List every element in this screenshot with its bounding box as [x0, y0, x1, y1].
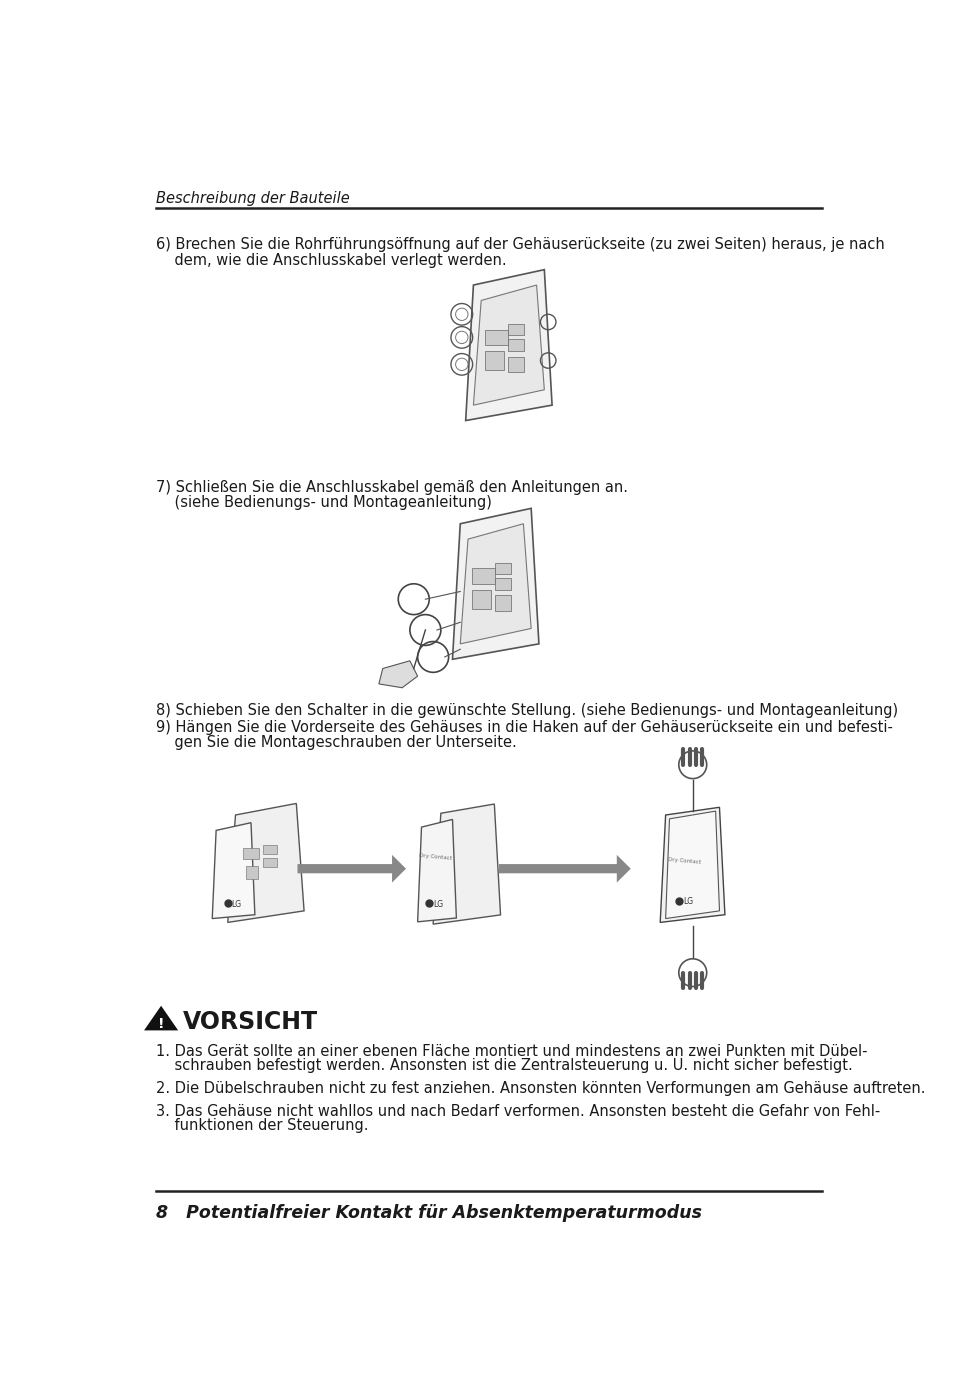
Bar	[508, 357, 523, 372]
Bar	[472, 568, 495, 584]
Bar	[484, 351, 504, 370]
Polygon shape	[417, 819, 456, 921]
Text: Beschreibung der Bauteile: Beschreibung der Bauteile	[155, 190, 349, 206]
Bar	[495, 578, 510, 589]
Bar	[484, 330, 508, 346]
Bar	[262, 844, 276, 854]
Text: 1. Das Gerät sollte an einer ebenen Fläche montiert und mindestens an zwei Punkt: 1. Das Gerät sollte an einer ebenen Fläc…	[155, 1044, 866, 1060]
Polygon shape	[433, 804, 500, 924]
Bar	[472, 589, 491, 609]
Polygon shape	[228, 804, 304, 923]
Text: schrauben befestigt werden. Ansonsten ist die Zentralsteuerung u. U. nicht siche: schrauben befestigt werden. Ansonsten is…	[155, 1058, 852, 1074]
Text: Dry Contact: Dry Contact	[418, 853, 452, 861]
Text: VORSICHT: VORSICHT	[183, 1009, 317, 1033]
Bar	[495, 563, 510, 574]
Polygon shape	[212, 823, 254, 918]
Text: 7) Schließen Sie die Anschlusskabel gemäß den Anleitungen an.: 7) Schließen Sie die Anschlusskabel gemä…	[155, 480, 627, 494]
Polygon shape	[473, 286, 544, 405]
Polygon shape	[665, 811, 719, 918]
Text: dem, wie die Anschlusskabel verlegt werden.: dem, wie die Anschlusskabel verlegt werd…	[155, 252, 506, 267]
Bar	[243, 847, 258, 860]
Bar	[508, 339, 523, 351]
Polygon shape	[659, 808, 724, 923]
Bar	[508, 323, 523, 336]
Text: 8   Potentialfreier Kontakt für Absenktemperaturmodus: 8 Potentialfreier Kontakt für Absenktemp…	[155, 1204, 701, 1222]
Polygon shape	[452, 508, 538, 659]
Bar	[262, 858, 276, 867]
Text: LG: LG	[433, 900, 443, 909]
Text: LG: LG	[232, 900, 241, 909]
Text: 8) Schieben Sie den Schalter in die gewünschte Stellung. (siehe Bedienungs- und : 8) Schieben Sie den Schalter in die gewü…	[155, 703, 897, 718]
Text: gen Sie die Montageschrauben der Unterseite.: gen Sie die Montageschrauben der Unterse…	[155, 735, 516, 750]
Text: 6) Brechen Sie die Rohrführungsöffnung auf der Gehäuserückseite (zu zwei Seiten): 6) Brechen Sie die Rohrführungsöffnung a…	[155, 237, 883, 252]
Polygon shape	[498, 855, 630, 882]
Bar	[495, 595, 510, 610]
Text: funktionen der Steuerung.: funktionen der Steuerung.	[155, 1119, 368, 1133]
Polygon shape	[465, 270, 552, 420]
Polygon shape	[297, 855, 406, 882]
Text: !: !	[157, 1018, 164, 1032]
Text: 2. Die Dübelschrauben nicht zu fest anziehen. Ansonsten könnten Verformungen am : 2. Die Dübelschrauben nicht zu fest anzi…	[155, 1081, 924, 1096]
Text: LG: LG	[682, 897, 693, 906]
Polygon shape	[459, 524, 531, 644]
Polygon shape	[378, 661, 417, 687]
Text: 9) Hängen Sie die Vorderseite des Gehäuses in die Haken auf der Gehäuserückseite: 9) Hängen Sie die Vorderseite des Gehäus…	[155, 720, 892, 735]
Text: 3. Das Gehäuse nicht wahllos und nach Bedarf verformen. Ansonsten besteht die Ge: 3. Das Gehäuse nicht wahllos und nach Be…	[155, 1105, 879, 1120]
Text: (siehe Bedienungs- und Montageanleitung): (siehe Bedienungs- und Montageanleitung)	[155, 496, 491, 510]
Bar	[245, 867, 257, 879]
Polygon shape	[144, 1005, 178, 1030]
Text: Dry Contact: Dry Contact	[668, 857, 700, 865]
